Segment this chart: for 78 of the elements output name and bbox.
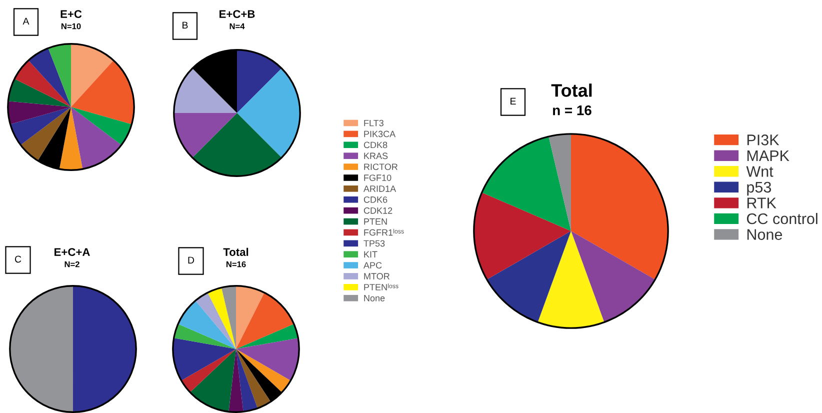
text: Total — [223, 248, 248, 256]
pie-slice — [208, 288, 236, 349]
chart-subtitle: N=4 — [230, 23, 245, 30]
pie-slice — [8, 78, 71, 107]
legend-label: CDK12 — [364, 207, 392, 214]
text: B — [182, 22, 188, 29]
pie-slice — [73, 286, 136, 412]
pie-slice — [174, 113, 237, 158]
pie-slice — [71, 60, 134, 124]
legend-label: MAPK — [747, 150, 790, 161]
pie-slice — [482, 136, 571, 231]
pie-slice — [59, 107, 83, 170]
pie-slice — [571, 134, 668, 280]
pie-slice — [474, 192, 571, 280]
pie-slice — [237, 68, 300, 158]
pie-slice — [228, 349, 244, 412]
pie-slice — [14, 60, 71, 107]
chart-title: E+C+A — [54, 248, 90, 256]
pie-slice — [192, 113, 282, 176]
pie-slice — [236, 349, 282, 402]
legend-label: CDK6 — [364, 196, 388, 203]
legend-label: ARID1A — [363, 186, 396, 192]
chart-title: Total — [551, 84, 592, 97]
legend-label: RICTOR — [364, 164, 398, 170]
legend-label: FGF10 — [364, 174, 392, 181]
pie-slice — [71, 107, 122, 170]
chart-subtitle: n = 16 — [553, 105, 592, 116]
pie-slice — [486, 231, 571, 322]
chart-title: E+C+B — [220, 10, 255, 18]
pie-slice — [236, 292, 294, 349]
legend-label: PI3K — [747, 134, 780, 146]
text: C — [14, 256, 22, 263]
legend-label: KRAS — [364, 152, 388, 160]
pie-slice — [195, 292, 236, 349]
legend-label: PTEN — [364, 218, 387, 225]
pie-slice — [538, 231, 604, 328]
legend-label: PIK3CA — [364, 130, 396, 138]
pie-slice — [221, 286, 236, 349]
pie-slice — [237, 50, 282, 113]
legend-label: None — [747, 229, 782, 240]
pie-slice — [178, 300, 236, 349]
legend-label: APC — [363, 262, 382, 269]
legend-label: FLT3 — [364, 120, 384, 126]
pie-slice — [190, 349, 236, 412]
pie-slice — [71, 107, 132, 146]
pie-slice — [236, 324, 298, 349]
legend-label: MTOR — [364, 273, 390, 280]
pie-slice — [174, 324, 236, 349]
legend-label: CC control — [746, 212, 818, 224]
pie-slice — [181, 349, 236, 392]
legend-label: Wnt — [746, 166, 774, 177]
legend-label: PTENˡᵒˢˢ — [364, 284, 398, 290]
pie-slice — [236, 349, 271, 408]
legend-label: TP53 — [364, 240, 385, 247]
text: E — [510, 98, 516, 105]
legend-label: None — [364, 295, 385, 302]
text: D — [188, 256, 194, 264]
legend-label: p53 — [747, 182, 772, 196]
pie-slice — [71, 44, 114, 107]
pie-slice — [236, 349, 291, 392]
legend-label: CDK8 — [364, 142, 388, 148]
legend-label: RTK — [747, 198, 776, 208]
chart-title: E+C — [60, 10, 82, 18]
pie-slice — [10, 286, 73, 412]
pie-slice — [571, 231, 656, 322]
pie-slice — [8, 101, 71, 124]
legend-label: KIT — [364, 251, 378, 258]
chart-subtitle: N=10 — [61, 23, 81, 30]
text: N=16 — [226, 261, 246, 268]
chart-subtitle: N=2 — [64, 261, 80, 268]
pie-slice — [174, 68, 237, 113]
text: A — [22, 18, 30, 25]
pie-slice — [20, 107, 71, 161]
legend-label: FGFR1ˡᵒˢˢ — [364, 228, 404, 236]
pie-slice — [548, 134, 571, 231]
pie-slice — [48, 44, 71, 107]
pie-slice — [236, 338, 300, 381]
pie-slice — [236, 286, 264, 349]
